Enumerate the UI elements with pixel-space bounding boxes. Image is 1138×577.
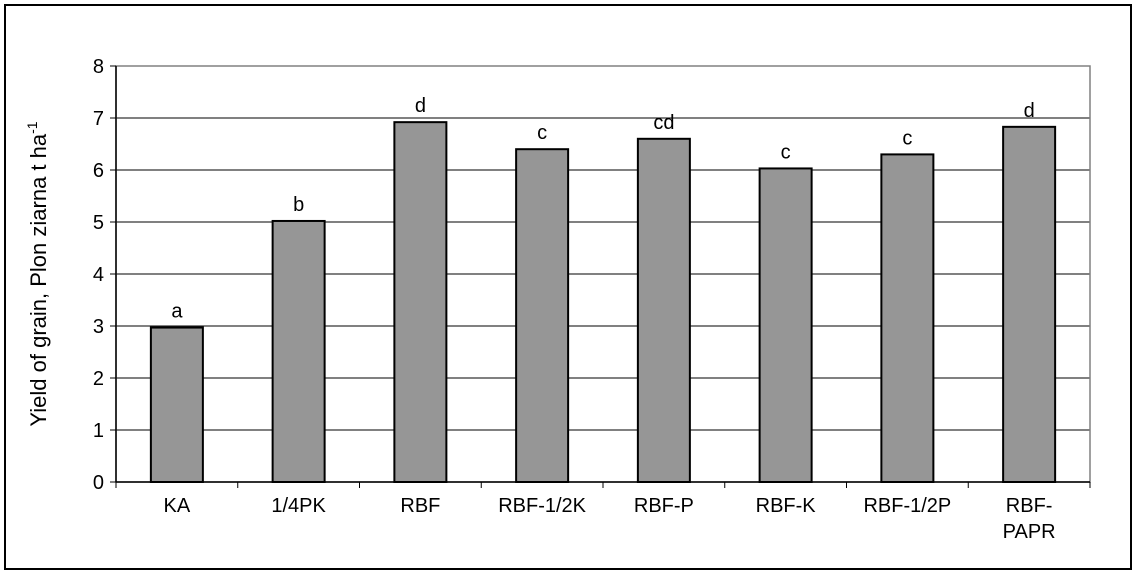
bars xyxy=(149,121,1057,484)
x-tick-label: RBF-1/2P xyxy=(863,495,951,517)
bar xyxy=(149,326,204,483)
x-tick-label: RBF-P xyxy=(634,495,694,517)
y-tick-label: 2 xyxy=(93,368,104,390)
y-tick-label: 4 xyxy=(93,264,104,286)
bar-chart: 012345678aKAb1/4PKdRBFcRBF-1/2KcdRBF-PcR… xyxy=(24,56,1091,543)
significance-label: cd xyxy=(653,112,674,134)
labels: 012345678aKAb1/4PKdRBFcRBF-1/2KcdRBF-PcR… xyxy=(93,56,1056,543)
significance-label: d xyxy=(415,95,426,117)
x-tick-label: RBF- PAPR xyxy=(1003,495,1056,543)
bar xyxy=(271,219,326,484)
x-tick-label-line: RBF- xyxy=(1006,495,1053,517)
bar xyxy=(1002,125,1057,483)
significance-label: d xyxy=(1024,100,1035,122)
y-axis-title: Yield of grain, Plon ziarna t ha-1 xyxy=(24,121,51,426)
x-tick-label-line: PAPR xyxy=(1003,521,1056,543)
x-tick-label: RBF-K xyxy=(756,495,817,517)
y-tick-label: 5 xyxy=(93,212,104,234)
x-tick-label: KA xyxy=(164,495,191,517)
x-tick-label: RBF xyxy=(400,495,440,517)
significance-label: b xyxy=(293,194,304,216)
x-tick-label: 1/4PK xyxy=(271,495,326,517)
y-tick-label: 7 xyxy=(93,108,104,130)
y-tick-label: 0 xyxy=(93,472,104,494)
significance-label: c xyxy=(781,141,791,163)
gridlines xyxy=(116,117,1090,431)
chart-frame: 0 1 2 3 4 5 6 7 8 a KA b 1/4PK d RBF c RBF-1/2K cd RBF-P c R… xyxy=(4,4,1132,570)
bar xyxy=(880,153,935,483)
bar xyxy=(393,121,448,483)
y-tick-label: 6 xyxy=(93,160,104,182)
y-tick-label: 1 xyxy=(93,420,104,442)
significance-label: c xyxy=(537,122,547,144)
significance-label: c xyxy=(902,127,912,149)
bar xyxy=(758,167,813,483)
y-tick-label: 3 xyxy=(93,316,104,338)
significance-label: a xyxy=(171,301,183,323)
y-axis-title-superscript: -1 xyxy=(24,121,40,134)
bar xyxy=(636,137,691,484)
y-tick-label: 8 xyxy=(93,56,104,78)
y-axis-title-text: Yield of grain, Plon ziarna t ha xyxy=(26,133,51,426)
axes xyxy=(110,65,1091,488)
x-tick-label: RBF-1/2K xyxy=(498,495,586,517)
bar xyxy=(515,148,570,483)
